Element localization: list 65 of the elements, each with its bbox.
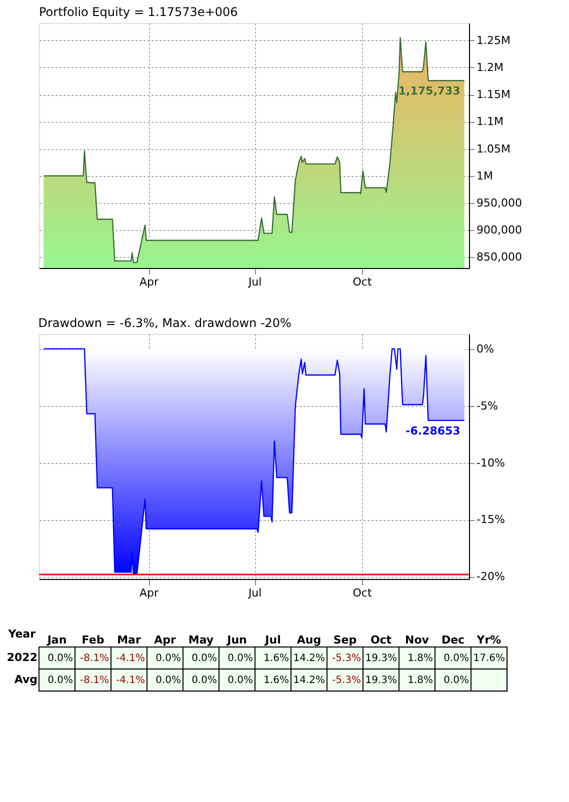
x-tick-label: Apr	[140, 586, 160, 600]
x-tick-label: Feb	[82, 634, 104, 646]
x-tick-label: May	[188, 634, 214, 646]
data-label: 1.8%	[408, 675, 433, 686]
y-tick-label: 1.25M	[476, 34, 510, 47]
data-label: 0.0%	[48, 653, 73, 664]
x-tick-label: Oct	[352, 586, 372, 600]
x-tick-label: Jan	[46, 634, 67, 646]
data-label: 0.0%	[192, 675, 217, 686]
data-label: 0.0%	[156, 653, 181, 664]
chart-title: Portfolio Equity = 1.17573e+006	[39, 5, 238, 19]
y-tick-label: 0%	[476, 342, 494, 356]
y-tick-label: Avg	[14, 673, 38, 686]
x-tick-label: Apr	[154, 634, 176, 646]
data-label: -8.1%	[80, 653, 109, 664]
x-tick-label: Oct	[352, 276, 372, 288]
data-label: 14.2%	[293, 653, 325, 664]
data-label: -8.1%	[80, 675, 109, 686]
data-label: -5.3%	[332, 653, 361, 664]
data-label: 0.0%	[156, 675, 181, 686]
data-label: 1.6%	[264, 675, 289, 686]
data-label: -4.1%	[116, 653, 145, 664]
x-tick-label: Mar	[117, 634, 142, 646]
x-tick-label: Dec	[441, 634, 465, 646]
y-tick-label: -10%	[476, 456, 505, 470]
data-label: 0.0%	[444, 653, 469, 664]
y-tick-label: 2022	[6, 651, 38, 664]
y-tick-label: 850,000	[476, 250, 522, 264]
y-tick-label: -20%	[476, 570, 505, 584]
data-label: 14.2%	[293, 675, 325, 686]
x-tick-label: Yr%	[476, 634, 502, 646]
x-tick-label: Nov	[405, 634, 430, 646]
annotation: 1,175,733	[398, 84, 460, 98]
y-tick-label: 1M	[476, 169, 493, 182]
x-tick-label: Jun	[226, 634, 247, 646]
y-axis-title: Year	[7, 628, 36, 640]
data-label: 1.6%	[264, 653, 289, 664]
y-tick-label: 1.15M	[476, 88, 510, 102]
data-label: 19.3%	[365, 653, 397, 664]
data-label: 17.6%	[473, 653, 505, 664]
y-tick-label: 1.2M	[476, 60, 504, 74]
data-label: 0.0%	[444, 675, 469, 686]
x-tick-label: Jul	[247, 586, 262, 600]
y-tick-label: -5%	[476, 399, 498, 412]
x-tick-label: Apr	[140, 276, 160, 288]
x-tick-label: Aug	[296, 634, 322, 646]
x-tick-label: Jul	[264, 634, 281, 646]
data-label: 0.0%	[48, 675, 73, 686]
data-label: -5.3%	[332, 675, 361, 686]
x-tick-label: Oct	[370, 634, 392, 646]
data-label: 0.0%	[228, 675, 253, 686]
data-label: 0.0%	[192, 653, 217, 664]
y-tick-label: 900,000	[476, 224, 522, 237]
chart-title: Drawdown = -6.3%, Max. drawdown -20%	[38, 316, 292, 330]
x-tick-label: Sep	[333, 634, 357, 646]
y-tick-label: 950,000	[476, 196, 522, 210]
data-label: 1.8%	[408, 653, 433, 664]
data-label: -4.1%	[116, 675, 145, 686]
y-tick-label: -15%	[476, 513, 505, 526]
y-tick-label: 1.1M	[476, 115, 504, 128]
data-label: 19.3%	[365, 675, 397, 686]
x-tick-label: Jul	[247, 276, 262, 288]
y-tick-label: 1.05M	[476, 142, 510, 156]
annotation: -6.28653	[406, 424, 460, 438]
data-label: 0.0%	[228, 653, 253, 664]
